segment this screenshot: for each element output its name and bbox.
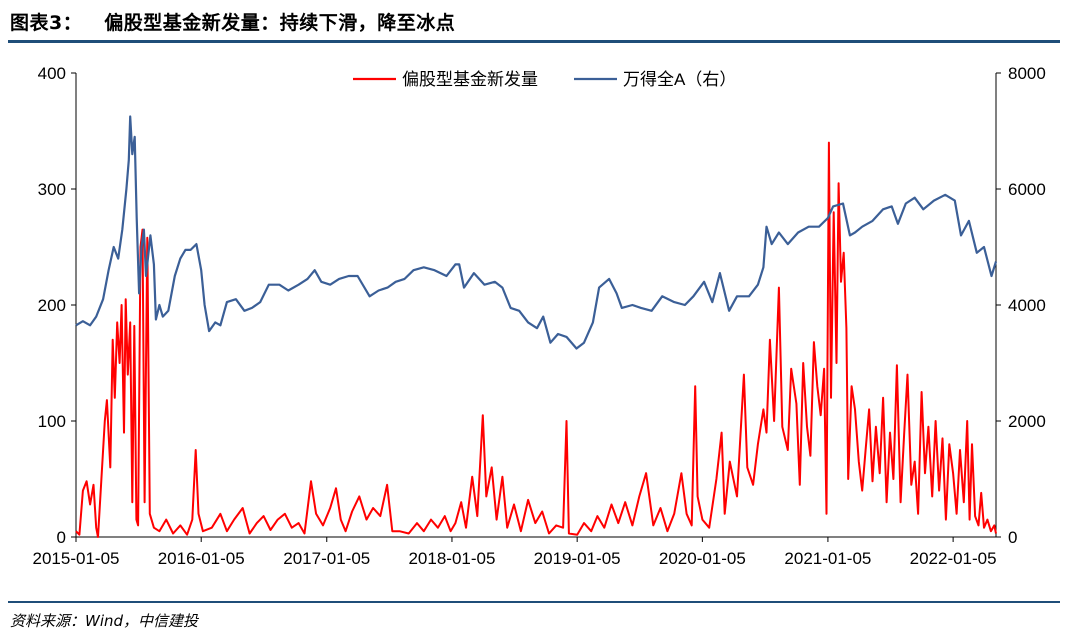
x-tick-label: 2022-01-05 bbox=[910, 549, 997, 568]
series-left-group bbox=[75, 141, 997, 538]
x-tick-label: 2019-01-05 bbox=[534, 549, 621, 568]
right-tick-label: 6000 bbox=[1008, 180, 1046, 199]
right-tick-label: 0 bbox=[1008, 528, 1017, 547]
figure-title: 图表3： 偏股型基金新发量：持续下滑，降至冰点 bbox=[10, 8, 455, 35]
x-tick-label: 2017-01-05 bbox=[283, 549, 370, 568]
figure-title-text: 偏股型基金新发量：持续下滑，降至冰点 bbox=[104, 12, 456, 34]
chart-legend: 偏股型基金新发量 万得全A（右） bbox=[353, 70, 736, 89]
legend-item-wind-all-a: 万得全A（右） bbox=[574, 70, 736, 89]
legend-item-fund-issuance: 偏股型基金新发量 bbox=[353, 70, 538, 89]
figure-label: 图表3： bbox=[10, 12, 83, 34]
right-tick-label: 2000 bbox=[1008, 412, 1046, 431]
left-tick-label: 400 bbox=[38, 64, 66, 83]
right-tick-label: 8000 bbox=[1008, 64, 1046, 83]
x-tick-label: 2016-01-05 bbox=[158, 549, 245, 568]
x-tick-label: 2018-01-05 bbox=[408, 549, 495, 568]
chart-axes: 0100200300400020004000600080002015-01-05… bbox=[33, 64, 1046, 568]
series-line-wind-all-a bbox=[75, 115, 998, 350]
source-note: 资料来源：Wind，中信建投 bbox=[10, 612, 199, 630]
legend-label: 万得全A（右） bbox=[623, 70, 736, 89]
left-tick-label: 200 bbox=[38, 296, 66, 315]
left-tick-label: 300 bbox=[38, 180, 66, 199]
legend-label: 偏股型基金新发量 bbox=[402, 70, 538, 89]
footer-rule bbox=[8, 601, 1060, 603]
x-tick-label: 2021-01-05 bbox=[784, 549, 871, 568]
series-line-fund-issuance bbox=[75, 141, 997, 538]
chart: 0100200300400020004000600080002015-01-05… bbox=[33, 64, 1046, 568]
series-right-group bbox=[75, 115, 998, 350]
title-rule bbox=[8, 40, 1060, 43]
right-tick-label: 4000 bbox=[1008, 296, 1046, 315]
left-tick-label: 100 bbox=[38, 412, 66, 431]
left-tick-label: 0 bbox=[57, 528, 66, 547]
x-tick-label: 2015-01-05 bbox=[33, 549, 120, 568]
x-tick-label: 2020-01-05 bbox=[659, 549, 746, 568]
